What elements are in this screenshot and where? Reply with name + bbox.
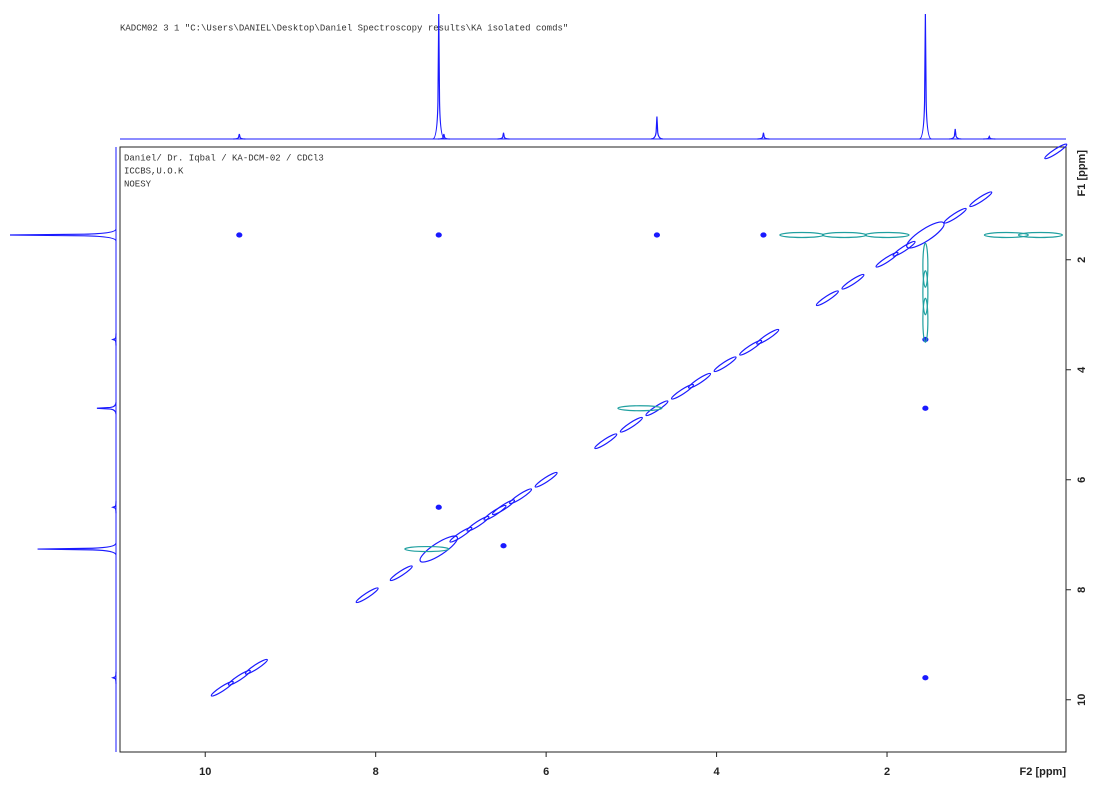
- positive-peak: [670, 383, 695, 400]
- projection-peak: [96, 402, 117, 415]
- negative-peak: [864, 231, 910, 239]
- y-tick-label: 6: [1076, 477, 1088, 483]
- positive-peak: [466, 515, 490, 532]
- positive-peak: [227, 669, 251, 686]
- positive-peak: [508, 488, 533, 505]
- header: KADCM02 3 1 "C:\Users\DANIEL\Desktop\Dan…: [120, 23, 568, 33]
- positive-peak: [236, 232, 243, 238]
- projection-peak: [650, 116, 663, 140]
- negative-peak: [922, 242, 929, 288]
- x-tick-label: 6: [543, 766, 549, 778]
- positive-peak: [355, 587, 379, 604]
- projection-peak: [37, 542, 117, 556]
- positive-peak: [760, 232, 767, 238]
- negative-peak: [922, 297, 929, 343]
- negative-peak: [821, 231, 868, 239]
- x-tick-label: 8: [373, 766, 379, 778]
- projection-peak: [757, 132, 770, 140]
- annotation: ICCBS,U.O.K: [124, 166, 184, 176]
- negative-peak: [983, 231, 1029, 239]
- positive-peak: [1044, 143, 1068, 160]
- positive-peak: [389, 565, 413, 582]
- y-tick-label: 2: [1076, 257, 1088, 263]
- positive-peak: [943, 207, 967, 224]
- positive-peak: [210, 680, 234, 697]
- positive-peak: [922, 405, 929, 411]
- projection-peak: [111, 501, 117, 514]
- projection-peak: [111, 671, 117, 684]
- x-tick-label: 10: [199, 766, 211, 778]
- positive-peak: [922, 675, 929, 681]
- negative-peak: [779, 231, 825, 239]
- positive-peak: [449, 526, 473, 543]
- plot-frame: [119, 146, 1067, 753]
- positive-peak: [841, 273, 865, 290]
- y-tick-label: 8: [1076, 587, 1088, 593]
- positive-peak: [491, 499, 516, 516]
- positive-peak: [815, 290, 839, 307]
- positive-peak: [875, 251, 899, 268]
- positive-peak: [500, 543, 507, 549]
- positive-peak: [969, 191, 993, 208]
- y-tick-label: 10: [1076, 694, 1088, 706]
- positive-peak: [892, 240, 916, 257]
- projection-peak: [949, 128, 962, 140]
- negative-peak: [404, 545, 450, 553]
- projection-peak: [437, 133, 450, 140]
- x-tick-label: 2: [884, 766, 890, 778]
- projection-peak: [9, 228, 117, 242]
- projection-peak: [111, 333, 117, 346]
- negative-peak: [922, 270, 929, 316]
- positive-peak: [419, 535, 459, 563]
- positive-peak: [756, 328, 780, 345]
- negative-peak: [1017, 231, 1064, 239]
- positive-peak: [483, 504, 507, 521]
- positive-peak: [244, 658, 268, 675]
- positive-peak: [713, 356, 737, 373]
- positive-peak: [435, 232, 442, 238]
- projection-peak: [919, 13, 932, 140]
- projection-peak: [432, 13, 446, 140]
- projection-peak: [983, 135, 996, 140]
- projection-peak: [497, 132, 510, 140]
- positive-peak: [687, 372, 712, 389]
- x-tick-label: 4: [714, 766, 721, 778]
- annotation: NOESY: [124, 179, 152, 189]
- positive-peak: [619, 416, 643, 433]
- positive-peak: [653, 232, 661, 238]
- projection-peak: [233, 133, 246, 140]
- positive-peak: [594, 433, 618, 450]
- positive-peak: [534, 471, 558, 488]
- y-axis-label: F1 [ppm]: [1076, 150, 1088, 197]
- annotation: Daniel/ Dr. Iqbal / KA-DCM-02 / CDCl3: [124, 153, 324, 163]
- x-axis-label: F2 [ppm]: [1020, 766, 1067, 778]
- y-tick-label: 4: [1076, 366, 1088, 373]
- positive-peak: [739, 339, 763, 356]
- negative-peak: [617, 405, 663, 412]
- positive-peak: [645, 400, 669, 417]
- positive-peak: [435, 504, 442, 510]
